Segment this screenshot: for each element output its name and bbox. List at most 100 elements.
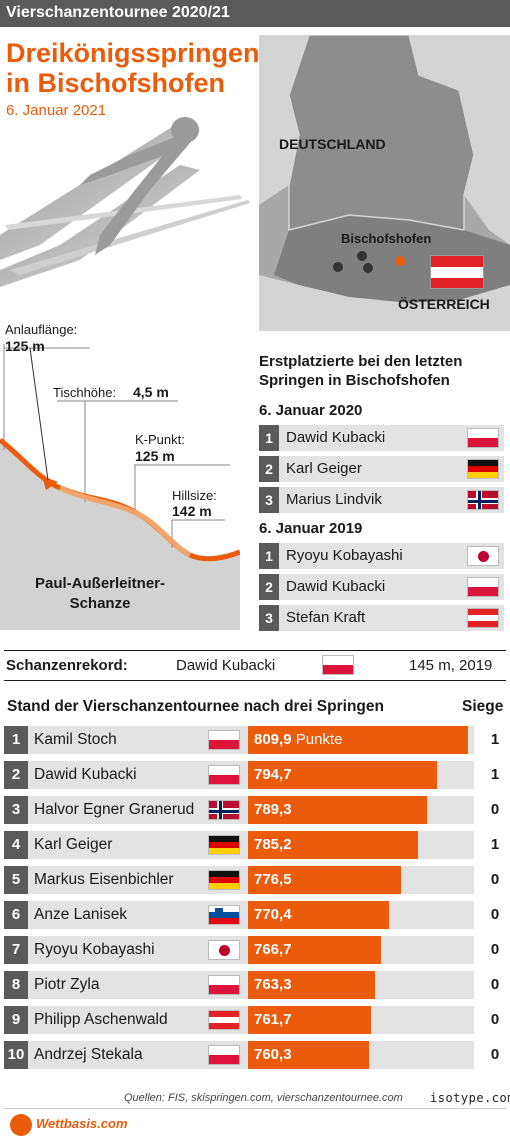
standings-flag [208, 870, 240, 890]
standings-value: 789,3 [254, 796, 292, 824]
standings-row: 3 Halvor Egner Granerud 789,3 0 [4, 796, 506, 824]
winner-rank: 3 [259, 487, 279, 513]
wettbasis-logo-text: Wettbasis.com [36, 1116, 128, 1131]
anlauf-value: 125 m [5, 338, 45, 354]
winner-name: Dawid Kubacki [286, 578, 386, 595]
standings-value: 766,7 [254, 936, 292, 964]
standings-rank: 4 [4, 831, 28, 859]
winner-name: Dawid Kubacki [286, 429, 386, 446]
standings-name: Andrzej Stekala [34, 1046, 143, 1063]
footer-rule [4, 1108, 506, 1109]
map-marker-1 [333, 262, 343, 272]
standings-flag [208, 730, 240, 750]
winner-name: Stefan Kraft [286, 609, 366, 626]
ski-jumper-illustration [0, 117, 250, 287]
standings-value-number: 785,2 [254, 836, 292, 853]
standings-value-number: 770,4 [254, 906, 292, 923]
map-label-city: Bischofshofen [341, 231, 432, 246]
headline-line2: in Bischofshofen [6, 68, 226, 98]
standings-value-number: 763,3 [254, 976, 292, 993]
standings-rank: 3 [4, 796, 28, 824]
winner-rank: 1 [259, 425, 279, 451]
standings-siege: 0 [490, 871, 500, 888]
map-panel: DEUTSCHLAND Bischofshofen ÖSTERREICH [259, 35, 510, 331]
standings-row: 10 Andrzej Stekala 760,3 0 [4, 1041, 506, 1069]
standings-row: 6 Anze Lanisek 770,4 0 [4, 901, 506, 929]
winner-row: 3 Stefan Kraft [259, 605, 504, 631]
winner-rank: 2 [259, 574, 279, 600]
standings-siege: 0 [490, 941, 500, 958]
standings-bar [248, 936, 381, 964]
standings-row: 4 Karl Geiger 785,2 1 [4, 831, 506, 859]
winner-row: 2 Karl Geiger [259, 456, 504, 482]
record-value: 145 m, 2019 [409, 657, 493, 674]
standings-value: 785,2 [254, 831, 292, 859]
chart-title: Stand der Vierschanzentournee nach drei … [7, 698, 384, 715]
standings-rank: 8 [4, 971, 28, 999]
winner-name: Ryoyu Kobayashi [286, 547, 403, 564]
winners-heading-line1: Erstplatzierte bei den letzten [259, 353, 463, 370]
standings-flag [208, 835, 240, 855]
standings-value: 761,7 [254, 1006, 292, 1034]
standings-row: 5 Markus Eisenbichler 776,5 0 [4, 866, 506, 894]
map-label-austria: ÖSTERREICH [398, 296, 490, 312]
standings-bar [248, 831, 418, 859]
winner-rank: 2 [259, 456, 279, 482]
kpunkt-value: 125 m [135, 448, 175, 464]
map-marker-2 [357, 251, 367, 261]
winner-flag [467, 608, 499, 628]
standings-siege: 0 [490, 906, 500, 923]
record-flag [322, 655, 354, 675]
standings-value: 809,9 Punkte [254, 726, 342, 754]
standings-name: Dawid Kubacki [34, 766, 137, 783]
standings-flag [208, 905, 240, 925]
standings-name: Markus Eisenbichler [34, 871, 174, 888]
standings-value-number: 789,3 [254, 801, 292, 818]
standings-value-number: 761,7 [254, 1011, 292, 1028]
record-bottom-rule [4, 680, 506, 681]
header-title: Vierschanzentournee 2020/21 [6, 4, 230, 21]
header-bar: Vierschanzentournee 2020/21 [0, 0, 510, 27]
wettbasis-logo-icon [10, 1114, 32, 1136]
standings-value-number: 766,7 [254, 941, 292, 958]
hill-name: Paul-Außerleitner- Schanze [15, 574, 185, 614]
standings-value-number: 809,9 [254, 731, 292, 748]
record-label: Schanzenrekord: [6, 657, 128, 674]
standings-flag [208, 1010, 240, 1030]
standings-name: Anze Lanisek [34, 906, 128, 923]
winner-name: Marius Lindvik [286, 491, 382, 508]
map-label-germany: DEUTSCHLAND [279, 136, 386, 152]
standings-siege: 0 [490, 801, 500, 818]
standings-bar [248, 796, 427, 824]
standings-bar [248, 971, 375, 999]
winner-name: Karl Geiger [286, 460, 362, 477]
brand-text: isotype.com [430, 1091, 510, 1105]
hill-profile [0, 344, 240, 630]
winner-row: 1 Ryoyu Kobayashi [259, 543, 504, 569]
headline: Dreikönigsspringen in in Bischofshofen [6, 38, 306, 98]
standings-value-number: 760,3 [254, 1046, 292, 1063]
standings-value: 763,3 [254, 971, 292, 999]
anlauf-label: Anlauflänge: [5, 322, 78, 337]
standings-name: Karl Geiger [34, 836, 113, 853]
standings-row: 9 Philipp Aschenwald 761,7 0 [4, 1006, 506, 1034]
winner-rank: 3 [259, 605, 279, 631]
record-name: Dawid Kubacki [176, 657, 276, 674]
standings-bar [248, 1041, 369, 1069]
winner-flag [467, 546, 499, 566]
map-marker-3 [363, 263, 373, 273]
standings-value: 760,3 [254, 1041, 292, 1069]
standings-bar [248, 901, 389, 929]
standings-row: 1 Kamil Stoch 809,9 Punkte 1 [4, 726, 506, 754]
standings-value-unit: Punkte [295, 731, 343, 748]
standings-rank: 2 [4, 761, 28, 789]
standings-flag [208, 940, 240, 960]
tisch-label: Tischhöhe: [53, 385, 117, 400]
standings-siege: 1 [490, 766, 500, 783]
headline-line1: Dreikönigsspringen in [6, 38, 292, 68]
standings-name: Halvor Egner Granerud [34, 801, 195, 818]
standings-value: 770,4 [254, 901, 292, 929]
standings-name: Ryoyu Kobayashi [34, 941, 155, 958]
standings-siege: 1 [490, 836, 500, 853]
standings-bar [248, 726, 468, 754]
